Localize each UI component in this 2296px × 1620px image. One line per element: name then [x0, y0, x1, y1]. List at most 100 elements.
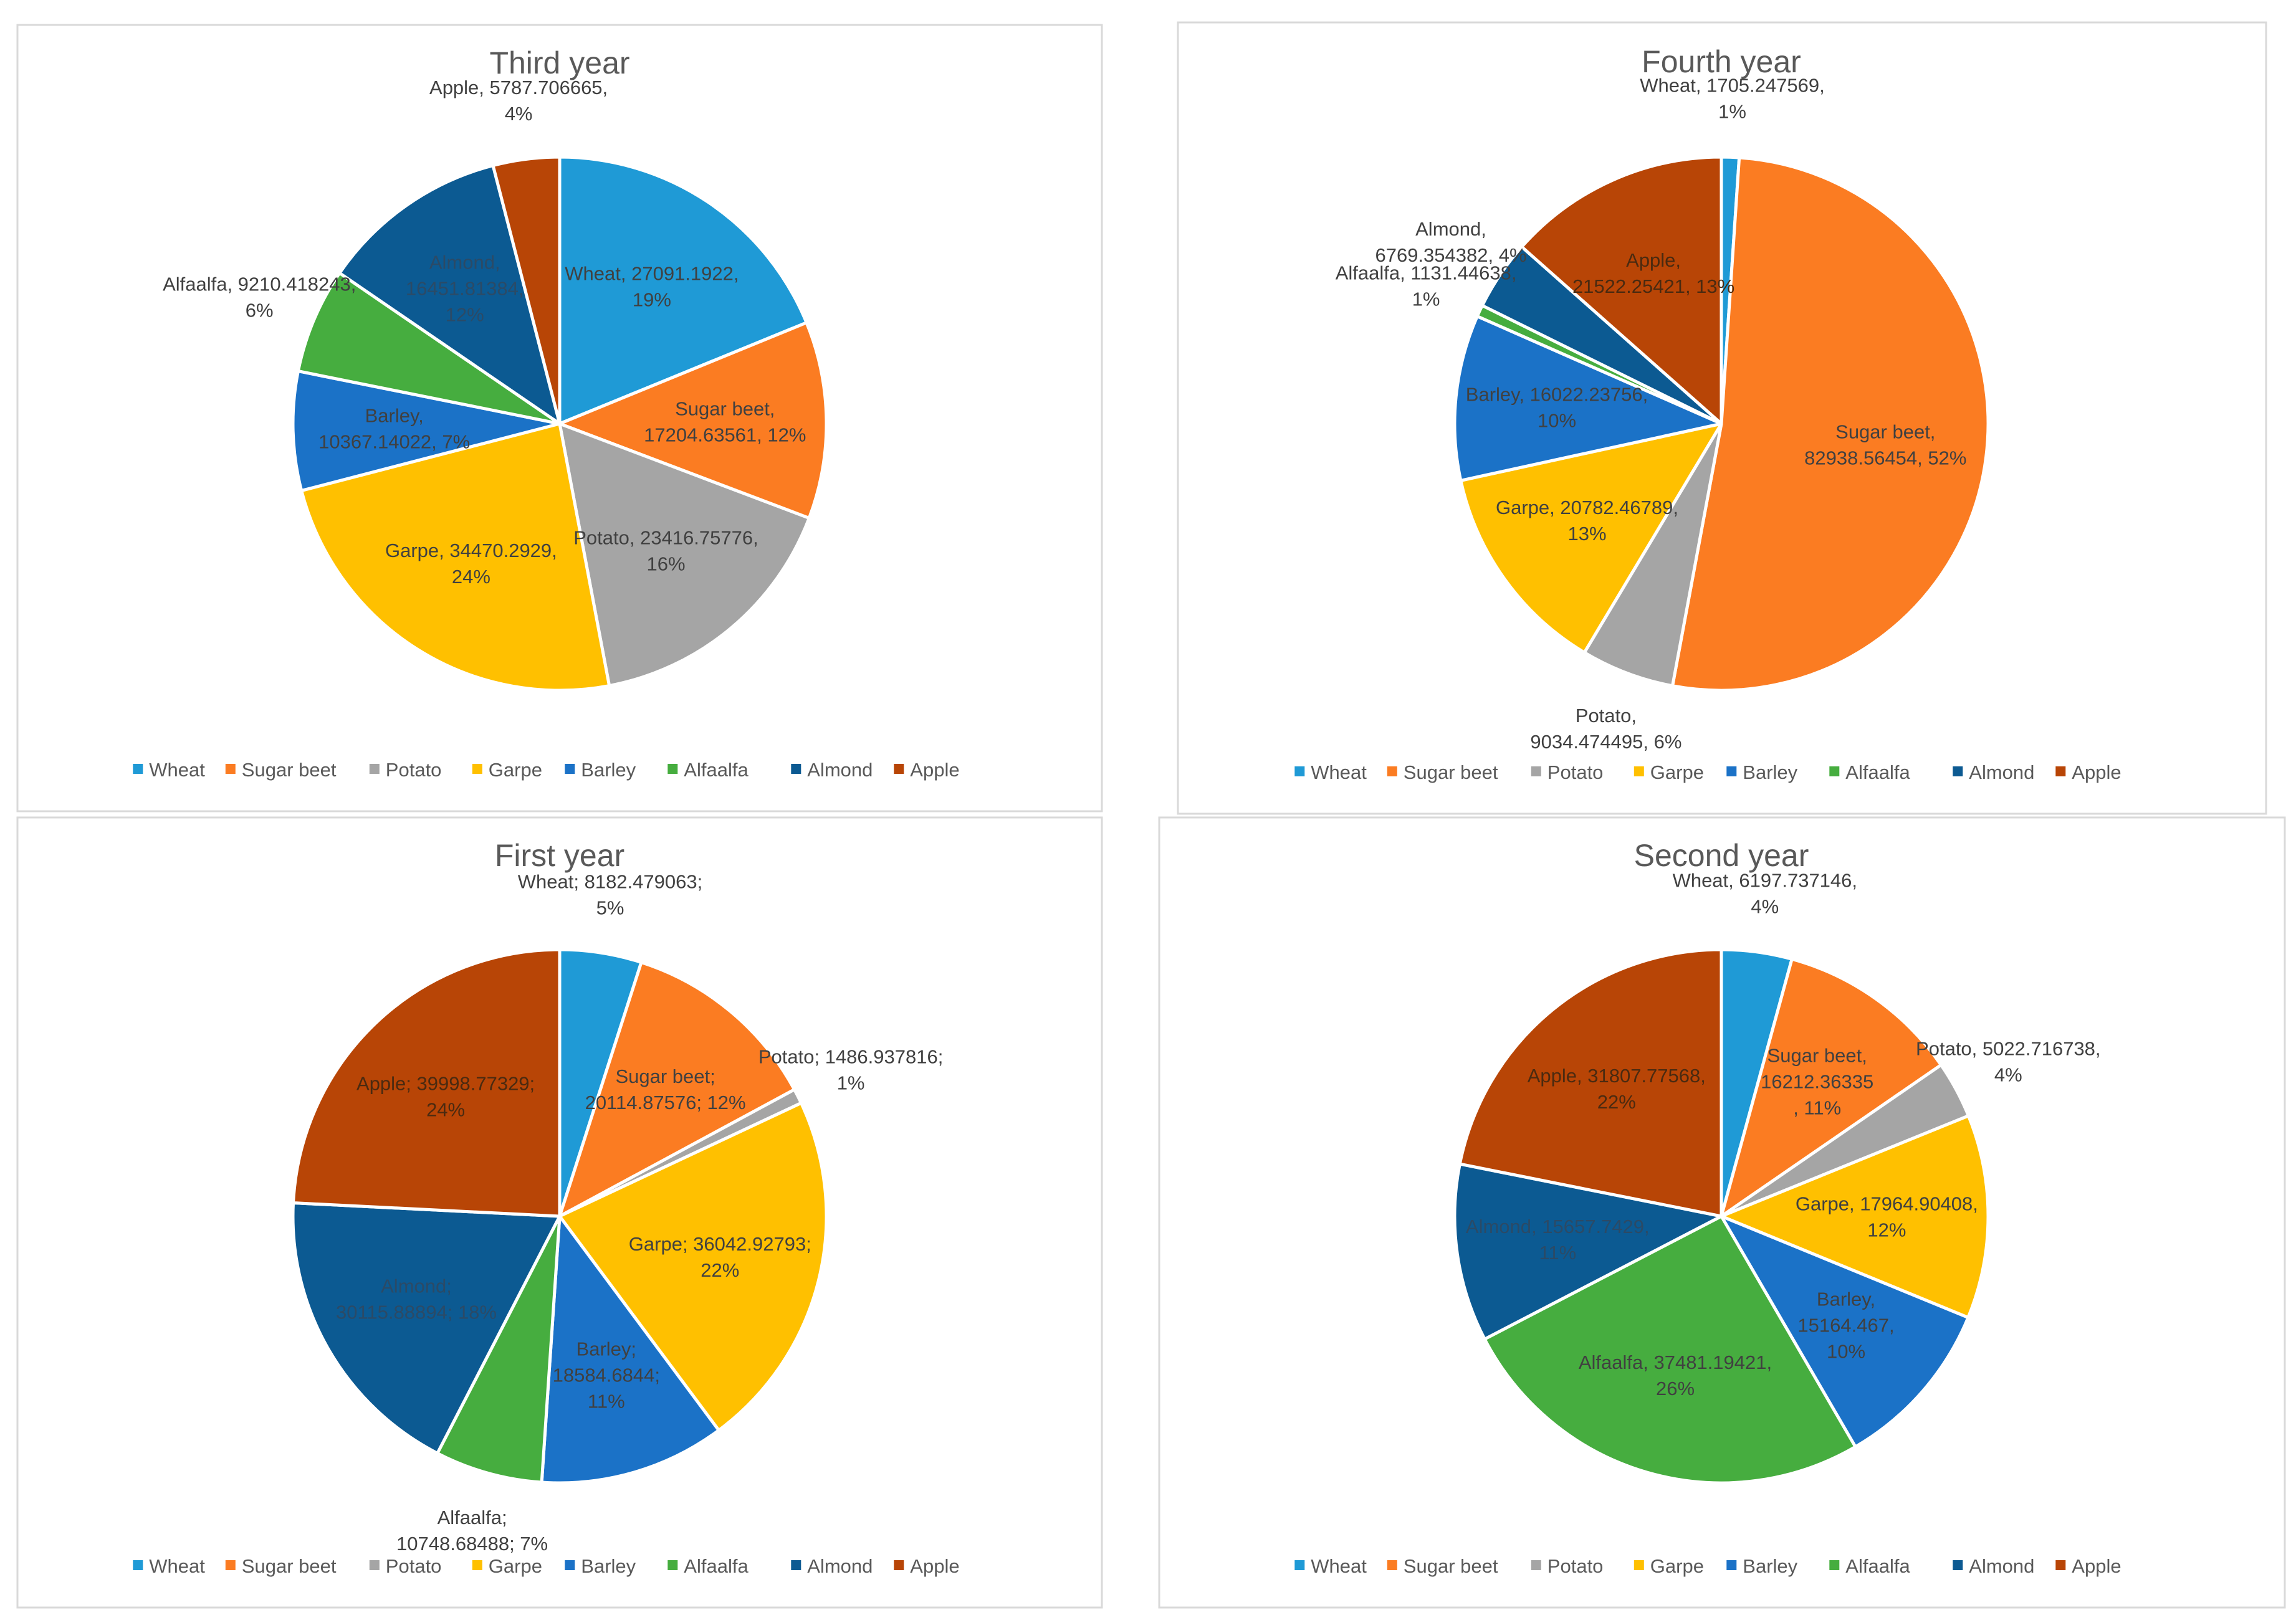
data-label-alfaalfa: Alfaalfa, 1131.44638, 1%	[1336, 262, 1517, 310]
legend-swatch	[791, 764, 801, 774]
legend-label: Barley	[1743, 1555, 1797, 1577]
legend-item-apple: Apple	[894, 1555, 960, 1577]
data-label-sugar-beet: Sugar beet, 17204.63561, 12%	[644, 398, 806, 446]
data-label-alfaalfa: Alfaalfa, 9210.418243, 6%	[163, 274, 356, 322]
data-label-almond: Almond, 15657.7429, 11%	[1466, 1216, 1650, 1264]
legend-item-sugar-beet: Sugar beet	[1387, 761, 1498, 783]
data-label-potato: Potato, 23416.75776, 16%	[573, 526, 758, 574]
legend-swatch	[1294, 1560, 1305, 1570]
data-label-almond: Almond, 6769.354382, 4%	[1375, 218, 1526, 266]
pie-slice-apple	[1458, 948, 1723, 1218]
data-labels: Wheat, 1705.247569, 1% Sugar beet, 82938.56…	[1336, 74, 1967, 753]
legend-item-garpe: Garpe	[1634, 1555, 1704, 1577]
data-label-barley: Barley; 18584.6844; 11%	[553, 1338, 660, 1413]
legend-swatch	[472, 1560, 482, 1570]
pie-slice-sugar-beet	[1720, 957, 1943, 1218]
data-label-alfaalfa: Alfaalfa; 10748.68488; 7%	[396, 1507, 548, 1555]
legend-swatch	[894, 764, 904, 774]
data-label-wheat: Wheat, 27091.1922, 19%	[565, 263, 739, 311]
legend-label: Almond	[807, 759, 873, 781]
data-label-wheat: Wheat, 6197.737146, 4%	[1673, 870, 1857, 918]
legend-label: Garpe	[489, 1555, 542, 1577]
legend-label: Barley	[581, 759, 636, 781]
data-label-barley: Barley, 15164.467, 10%	[1797, 1288, 1894, 1362]
pie-slice-apple	[292, 948, 562, 1218]
legend-label: Potato	[1547, 1555, 1604, 1577]
legend-swatch	[894, 1560, 904, 1570]
pie-slice-barley	[291, 369, 562, 492]
legend-swatch	[791, 1560, 801, 1570]
data-label-garpe: Garpe, 17964.90408, 12%	[1796, 1193, 1978, 1241]
legend-label: Apple	[910, 759, 959, 781]
legend-item-apple: Apple	[2055, 1555, 2121, 1577]
legend-item-garpe: Garpe	[472, 759, 542, 781]
chart-panel-second-year: Second year Wheat, 6197.737146, 4% Sugar b…	[1158, 816, 2286, 1609]
legend: Wheat Sugar beet Potato Garpe Barley Alfaalfa…	[1294, 1555, 2121, 1577]
data-label-potato: Potato, 9034.474495, 6%	[1530, 705, 1681, 753]
legend-swatch	[369, 764, 380, 774]
legend-swatch	[1829, 766, 1840, 776]
legend-item-wheat: Wheat	[133, 1555, 205, 1577]
legend-label: Apple	[910, 1555, 959, 1577]
legend-swatch	[1531, 766, 1541, 776]
data-label-apple: Apple; 39998.77329; 24%	[356, 1073, 535, 1121]
chart-title: Fourth year	[1642, 44, 1801, 79]
legend-item-sugar-beet: Sugar beet	[225, 759, 337, 781]
legend-label: Wheat	[149, 759, 205, 781]
pie-slice-garpe	[300, 422, 611, 692]
pie-slice-sugar-beet	[558, 321, 828, 520]
data-label-sugar-beet: Sugar beet, 16212.36335, 11%	[1761, 1045, 1873, 1119]
legend-swatch	[565, 764, 575, 774]
pie-slice-almond	[338, 164, 562, 426]
legend-label: Alfaalfa	[684, 1555, 749, 1577]
data-labels: Wheat, 6197.737146, 4% Sugar beet, 16212.36…	[1466, 870, 2101, 1399]
legend-swatch	[2055, 766, 2066, 776]
data-label-apple: Apple, 31807.77568, 22%	[1528, 1065, 1706, 1113]
legend-item-wheat: Wheat	[1294, 761, 1367, 783]
data-label-almond: Almond; 30115.88894; 18%	[336, 1275, 497, 1323]
legend-item-potato: Potato	[369, 1555, 441, 1577]
pie-slice-garpe	[1720, 1114, 1990, 1320]
pie-slice-garpe	[558, 1101, 828, 1432]
data-label-barley: Barley, 10367.14022, 7%	[318, 404, 470, 452]
chart-title: First year	[495, 838, 624, 873]
legend-swatch	[667, 764, 678, 774]
legend-swatch	[1387, 1560, 1397, 1570]
legend-swatch	[667, 1560, 678, 1570]
data-label-potato: Potato, 5022.716738, 4%	[1916, 1038, 2100, 1086]
legend-item-potato: Potato	[1531, 1555, 1604, 1577]
legend-label: Sugar beet	[1404, 761, 1498, 783]
legend-swatch	[1953, 766, 1963, 776]
pie-slice-wheat	[558, 155, 808, 426]
legend-item-alfaalfa: Alfaalfa	[667, 1555, 749, 1577]
legend-swatch	[472, 764, 482, 774]
legend-swatch	[133, 1560, 143, 1570]
legend-item-potato: Potato	[1531, 761, 1603, 783]
legend-label: Sugar beet	[242, 759, 337, 781]
legend-swatch	[1294, 766, 1305, 776]
legend-item-sugar-beet: Sugar beet	[225, 1555, 337, 1577]
legend-item-alfaalfa: Alfaalfa	[667, 759, 749, 781]
legend: Wheat Sugar beet Potato Garpe Barley Alfaalfa…	[133, 1555, 960, 1577]
pie-slice-almond	[1453, 1162, 1723, 1341]
chart-title: Third year	[489, 45, 629, 80]
legend-label: Potato	[386, 759, 442, 781]
pie-slice-potato	[1582, 422, 1723, 688]
legend-swatch	[1387, 766, 1397, 776]
legend-label: Wheat	[1311, 1555, 1367, 1577]
data-label-barley: Barley, 16022.23756, 10%	[1466, 384, 1648, 432]
legend-item-alfaalfa: Alfaalfa	[1829, 1555, 1910, 1577]
legend-item-apple: Apple	[894, 759, 960, 781]
pie-slice-barley	[1720, 1214, 1970, 1449]
legend-swatch	[1829, 1560, 1840, 1570]
legend-swatch	[1634, 766, 1644, 776]
legend-label: Sugar beet	[242, 1555, 337, 1577]
legend-swatch	[1726, 1560, 1737, 1570]
legend-label: Almond	[1969, 761, 2034, 783]
legend-item-barley: Barley	[1726, 761, 1798, 783]
pie-slices	[291, 155, 828, 692]
pie-slice-alfaalfa	[296, 271, 562, 426]
legend-item-garpe: Garpe	[472, 1555, 542, 1577]
legend-label: Garpe	[1650, 1555, 1704, 1577]
